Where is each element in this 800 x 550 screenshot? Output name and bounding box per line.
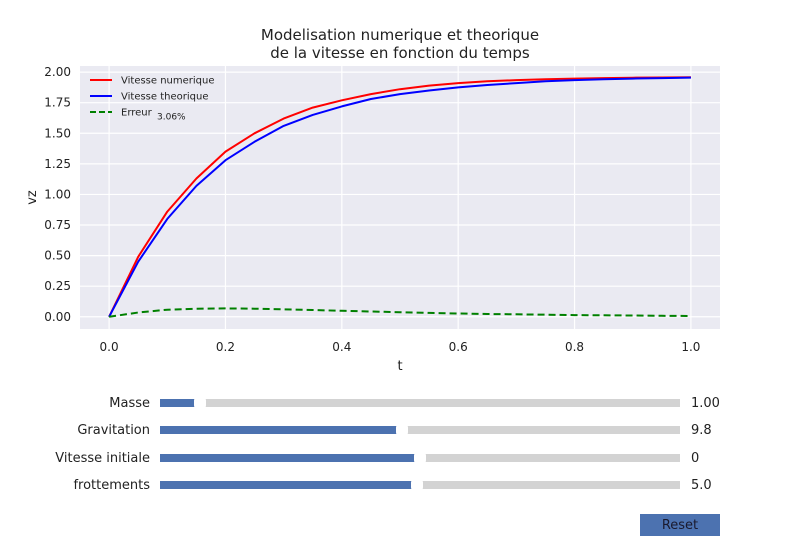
slider-fill xyxy=(160,426,402,434)
masse-slider[interactable] xyxy=(160,395,680,411)
x-tick-label: 0.2 xyxy=(216,340,235,354)
x-axis-label: t xyxy=(397,359,402,374)
series-lines xyxy=(108,76,691,318)
slider-label: Vitesse initiale xyxy=(55,451,150,466)
chart-title-line-2: de la vitesse en fonction du temps xyxy=(270,44,530,62)
series-line-erreur xyxy=(108,307,691,318)
slider-handle[interactable] xyxy=(194,395,207,411)
error-annotation: 3.06% xyxy=(157,113,186,123)
y-tick-label: 1.75 xyxy=(44,96,71,110)
x-tick-label: 0.6 xyxy=(449,340,468,354)
frottements-slider[interactable] xyxy=(160,477,680,493)
reset-button[interactable]: Reset xyxy=(640,514,720,536)
legend-label: Vitesse numerique xyxy=(121,76,215,87)
chart-title-line-1: Modelisation numerique et theorique xyxy=(261,26,539,44)
plot-area xyxy=(80,66,720,329)
legend-label: Vitesse theorique xyxy=(121,92,208,103)
slider-row-gravitation: Gravitation 9.8 xyxy=(0,421,800,441)
grid xyxy=(80,66,720,329)
x-tick-label: 0.4 xyxy=(332,340,351,354)
y-tick-label: 0.75 xyxy=(44,218,71,232)
y-ticks: 0.00 0.25 0.50 0.75 1.00 1.25 1.50 1.75 2.00 xyxy=(44,65,71,324)
slider-value: 1.00 xyxy=(691,396,720,411)
slider-value: 0 xyxy=(691,451,700,466)
legend: Vitesse numerique Vitesse theorique Erreur… xyxy=(90,76,215,123)
series-line-vitesse-numerique xyxy=(108,76,691,318)
vitesse-initiale-slider[interactable] xyxy=(160,450,680,466)
slider-fill xyxy=(160,399,201,407)
series-line-vitesse-theorique xyxy=(108,76,691,318)
slider-label: Gravitation xyxy=(77,423,150,438)
x-tick-label: 1.0 xyxy=(681,340,700,354)
y-tick-label: 0.50 xyxy=(44,249,71,263)
y-tick-label: 2.00 xyxy=(44,65,71,79)
y-tick-label: 1.00 xyxy=(44,187,71,201)
y-tick-label: 1.25 xyxy=(44,157,71,171)
y-tick-label: 1.50 xyxy=(44,126,71,140)
slider-value: 5.0 xyxy=(691,478,712,493)
slider-label: frottements xyxy=(73,478,150,493)
slider-row-vitesse-initiale: Vitesse initiale 0 xyxy=(0,449,800,469)
slider-row-masse: Masse 1.00 xyxy=(0,394,800,414)
slider-fill xyxy=(160,454,420,462)
slider-value: 9.8 xyxy=(691,423,712,438)
y-tick-label: 0.00 xyxy=(44,310,71,324)
slider-handle[interactable] xyxy=(395,422,408,438)
y-axis-label: vz xyxy=(25,190,40,205)
x-ticks: 0.0 0.2 0.4 0.6 0.8 1.0 xyxy=(100,340,701,354)
slider-handle[interactable] xyxy=(414,450,426,466)
gravitation-slider[interactable] xyxy=(160,422,680,438)
slider-label: Masse xyxy=(109,396,150,411)
slider-row-frottements: frottements 5.0 xyxy=(0,476,800,496)
legend-label: Erreur xyxy=(121,108,153,119)
slider-fill xyxy=(160,481,418,489)
y-tick-label: 0.25 xyxy=(44,279,71,293)
x-tick-label: 0.8 xyxy=(565,340,584,354)
slider-handle[interactable] xyxy=(411,477,424,493)
x-tick-label: 0.0 xyxy=(100,340,119,354)
